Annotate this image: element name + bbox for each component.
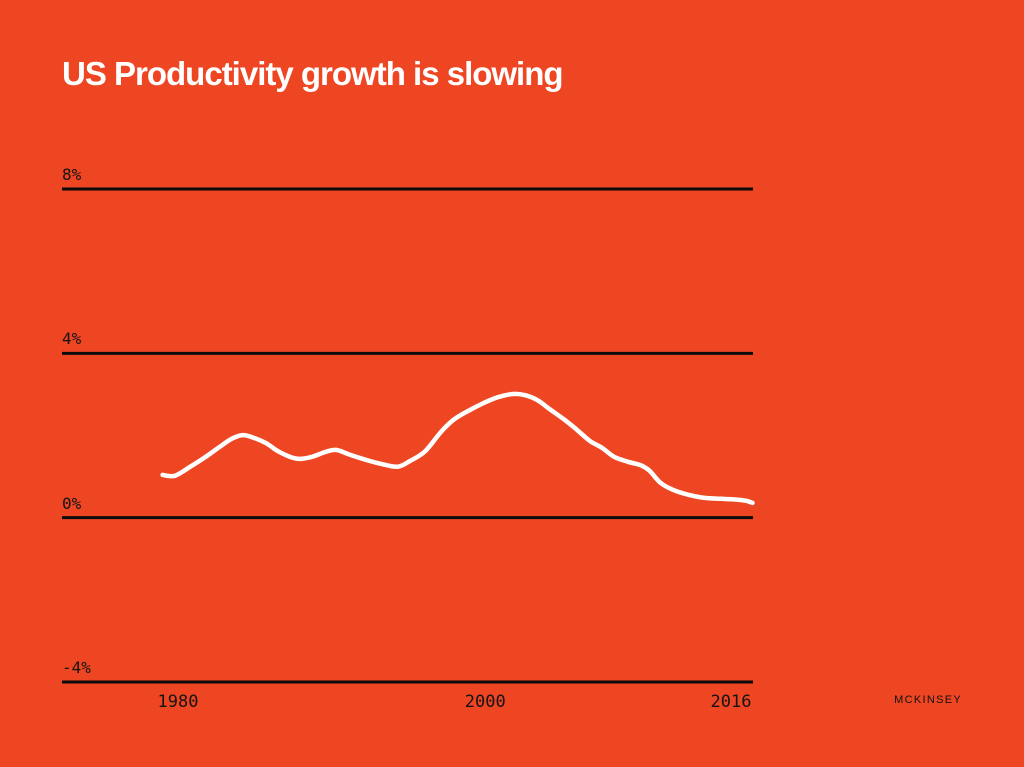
- y-tick-label: 8%: [62, 165, 82, 184]
- productivity-line: [160, 391, 755, 506]
- y-tick-label: -4%: [62, 658, 91, 677]
- mckinsey-logo: MCKINSEY: [894, 694, 962, 706]
- x-tick-label: 1980: [157, 692, 199, 712]
- y-tick-label: 0%: [62, 493, 82, 513]
- x-tick-label: 2000: [464, 692, 506, 712]
- y-tick-label: 4%: [62, 329, 82, 349]
- page-title: US Productivity growth is slowing: [62, 55, 564, 92]
- x-tick-label: 2016: [710, 692, 752, 712]
